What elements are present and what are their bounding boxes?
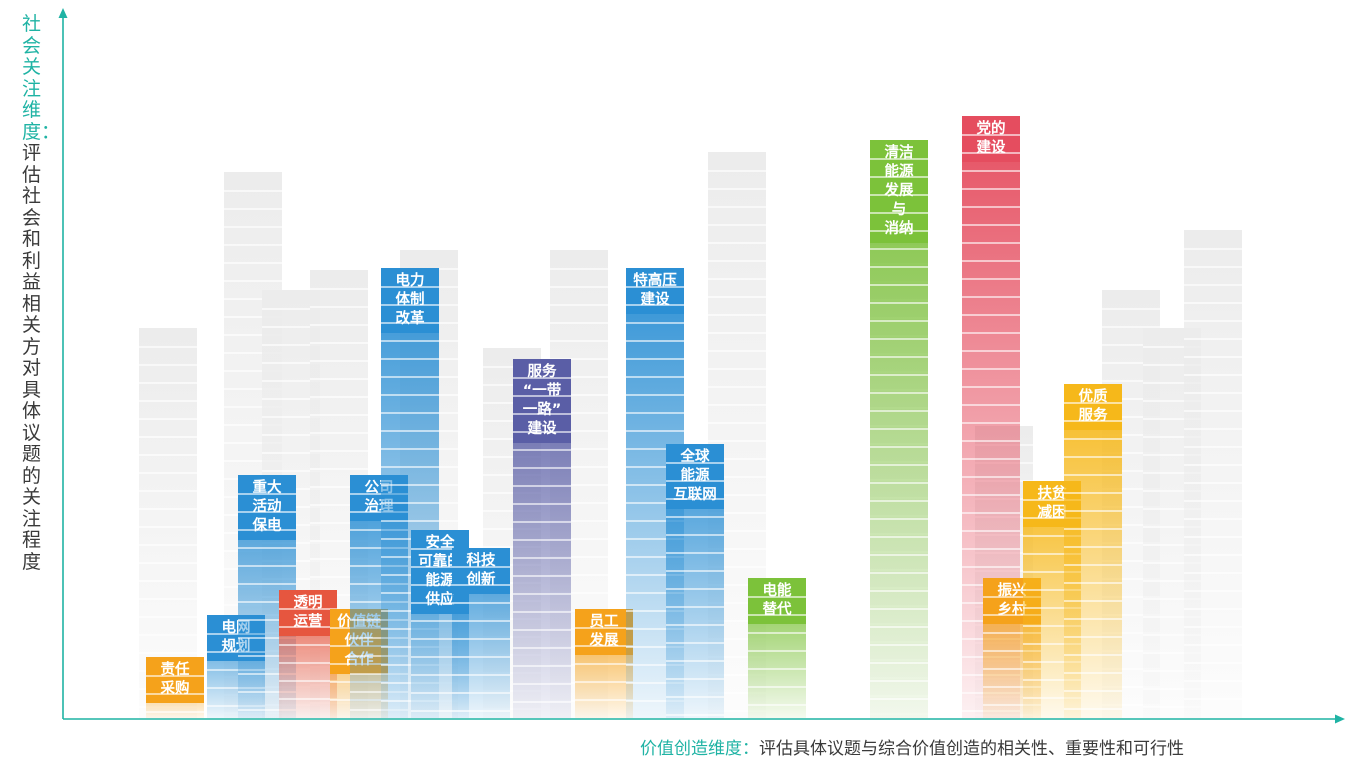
bar-label: 特高压: [633, 271, 677, 289]
bar-label: 能源: [426, 571, 455, 589]
bar-cap: [452, 548, 510, 594]
bar-cap: [666, 444, 724, 509]
bar-label: 消纳: [885, 219, 914, 237]
bar-cap: [146, 657, 204, 703]
x-axis-description: 评估具体议题与综合价值创造的相关性、重要性和可行性: [759, 739, 1184, 759]
background-tower: [1184, 230, 1242, 718]
bar-label: 优质: [1079, 387, 1108, 405]
bar-label: 电能: [763, 581, 792, 599]
bar-label: 互联网: [673, 486, 717, 503]
bar-label: 体制: [396, 290, 425, 308]
bar-cap: [238, 475, 296, 540]
bar-cap: [870, 140, 928, 243]
bar-cap: [279, 590, 337, 636]
bar-label: 供应: [425, 590, 455, 608]
bar-label: 全球: [680, 447, 710, 465]
bar-label: 责任: [161, 660, 190, 678]
y-axis-arrow: [58, 8, 68, 18]
bar-label: 服务: [528, 362, 557, 380]
bar-label: 服务: [1079, 406, 1108, 424]
bar-label: 发展: [589, 631, 619, 649]
bar-label: 乡村: [998, 600, 1027, 618]
bar-cap: [626, 268, 684, 314]
x-axis-title: 价值创造维度：评估具体议题与综合价值创造的相关性、重要性和可行性: [640, 734, 1340, 759]
bar-label: 可靠的: [418, 552, 462, 570]
bar-cap: [962, 116, 1020, 162]
bar-label: 减困: [1038, 503, 1067, 521]
bar-label: 员工: [590, 613, 619, 630]
bar-label: 建设: [641, 290, 670, 308]
bar-label: 活动: [253, 497, 282, 515]
bar-label: 替代: [763, 600, 792, 618]
bar-label: 科技: [467, 551, 496, 569]
x-axis-dimension: 价值创造维度：: [640, 739, 759, 759]
bar-cap: [1064, 384, 1122, 430]
bar-label: 扶贫: [1038, 484, 1067, 502]
bar-body: [1064, 384, 1122, 718]
bar-label: 建设: [528, 419, 557, 437]
axes: [58, 8, 1345, 724]
bar-label: 发展: [884, 181, 914, 199]
y-axis-title: 社会关注维度：评估社会和利益相关方对具体议题的关注程度: [22, 13, 60, 573]
bar-cap: [513, 359, 571, 443]
bar-label: 能源: [681, 466, 710, 484]
x-axis-arrow: [1335, 714, 1345, 724]
bar-label: 电力: [396, 271, 425, 289]
bar-label: 能源: [885, 162, 914, 180]
bar-label: “一带: [523, 382, 562, 399]
y-axis-description: 评估社会和利益相关方对具体议题的关注程度: [22, 142, 42, 573]
bar-label: 建设: [977, 138, 1006, 156]
bar-label: 安全: [426, 533, 455, 551]
bar-cap: [575, 609, 633, 655]
bar-label: 采购: [160, 679, 190, 697]
bar-label: 保电: [252, 516, 282, 534]
bar-label: 一路”: [523, 400, 562, 418]
bar-label: 运营: [294, 613, 323, 630]
bar-label: 党的: [977, 119, 1006, 137]
bar-label: 重大: [253, 478, 282, 496]
y-axis-dimension: 社会关注维度：: [22, 13, 61, 143]
bar-label: 与: [892, 201, 907, 218]
bar-label: 清洁: [885, 143, 914, 161]
issue-bars: 责任采购电网规划重大活动保电透明运营价值链伙伴合作公司治理电力体制改革安全可靠的…: [146, 116, 1122, 718]
bar-label: 改革: [396, 309, 425, 327]
bar-label: 振兴: [998, 581, 1027, 599]
bar-label: 创新: [466, 570, 496, 588]
bar-cap: [381, 268, 439, 333]
bar-label: 透明: [294, 594, 323, 611]
bar-cap: [748, 578, 806, 624]
background-tower-body: [1184, 230, 1242, 718]
